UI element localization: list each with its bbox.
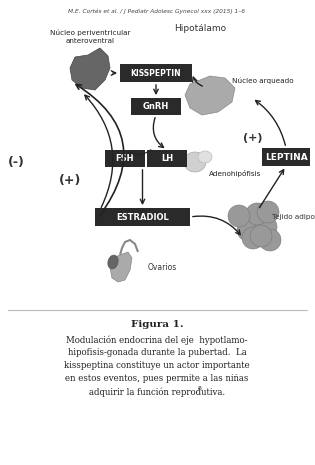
Text: kisspeptina constituye un actor importante: kisspeptina constituye un actor importan… (64, 361, 250, 370)
FancyBboxPatch shape (262, 148, 310, 166)
Text: Modulación endocrina del eje  hypotlamo-: Modulación endocrina del eje hypotlamo- (66, 335, 248, 345)
Text: LH: LH (161, 154, 173, 163)
Text: Hipotálamo: Hipotálamo (174, 24, 226, 33)
Text: (+): (+) (59, 173, 81, 186)
Circle shape (255, 216, 277, 238)
Polygon shape (185, 76, 235, 115)
Text: Tejido adiposo: Tejido adiposo (272, 214, 315, 220)
Text: 8: 8 (198, 386, 202, 391)
Text: Adenohipófisis: Adenohipófisis (209, 170, 261, 177)
Circle shape (259, 229, 281, 251)
Circle shape (246, 203, 268, 225)
FancyBboxPatch shape (95, 208, 190, 226)
Text: (-): (-) (8, 155, 25, 168)
Polygon shape (110, 252, 132, 282)
Text: LEPTINA: LEPTINA (265, 153, 307, 161)
Circle shape (237, 219, 259, 241)
Text: M.E. Cortés et al. / J Pediatr Adolesc Gynecol xxx (2015) 1–6: M.E. Cortés et al. / J Pediatr Adolesc G… (68, 8, 245, 13)
Circle shape (242, 227, 264, 249)
FancyBboxPatch shape (120, 64, 192, 82)
Text: adquirir la función reprodutiva.: adquirir la función reprodutiva. (89, 387, 225, 397)
FancyBboxPatch shape (131, 98, 181, 115)
Ellipse shape (184, 152, 206, 172)
Text: (+): (+) (243, 133, 263, 143)
Text: GnRH: GnRH (143, 102, 169, 111)
Text: hipofisis-gonada durante la pubertad.  La: hipofisis-gonada durante la pubertad. La (68, 348, 246, 357)
Text: ESTRADIOL: ESTRADIOL (116, 213, 169, 221)
Text: Figura 1.: Figura 1. (131, 320, 183, 329)
Circle shape (250, 225, 272, 247)
Polygon shape (70, 48, 110, 90)
Text: Núcleo periventricular
anteroventral: Núcleo periventricular anteroventral (50, 30, 130, 44)
Text: en estos eventos, pues permite a las niñas: en estos eventos, pues permite a las niñ… (65, 374, 249, 383)
Circle shape (228, 205, 250, 227)
Ellipse shape (198, 151, 212, 163)
Text: Ovarios: Ovarios (148, 263, 177, 272)
FancyBboxPatch shape (147, 150, 187, 167)
Text: Núcleo arqueado: Núcleo arqueado (232, 78, 294, 85)
FancyBboxPatch shape (105, 150, 145, 167)
Ellipse shape (108, 255, 118, 269)
Circle shape (257, 201, 279, 223)
Text: FSH: FSH (116, 154, 134, 163)
Text: KISSPEPTIN: KISSPEPTIN (131, 68, 181, 78)
